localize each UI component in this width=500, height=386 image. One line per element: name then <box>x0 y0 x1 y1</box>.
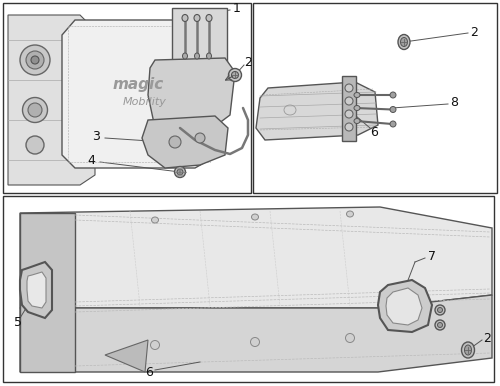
Ellipse shape <box>464 345 471 355</box>
Ellipse shape <box>435 320 445 330</box>
Ellipse shape <box>228 68 241 81</box>
Ellipse shape <box>346 211 354 217</box>
Bar <box>3 3 251 193</box>
Ellipse shape <box>354 93 360 98</box>
Ellipse shape <box>26 136 44 154</box>
Polygon shape <box>20 262 52 318</box>
Bar <box>172 8 227 68</box>
Ellipse shape <box>354 119 360 124</box>
Ellipse shape <box>250 337 260 347</box>
Ellipse shape <box>252 214 258 220</box>
Ellipse shape <box>182 53 188 59</box>
Polygon shape <box>256 82 378 140</box>
Bar <box>3 196 494 382</box>
Text: 3: 3 <box>92 130 100 144</box>
Text: 2: 2 <box>483 332 491 344</box>
Text: Mobility: Mobility <box>123 97 167 107</box>
Ellipse shape <box>20 45 50 75</box>
Text: magic: magic <box>112 78 164 93</box>
Ellipse shape <box>195 133 205 143</box>
Ellipse shape <box>345 123 353 131</box>
Polygon shape <box>378 280 432 332</box>
Ellipse shape <box>390 92 396 98</box>
Ellipse shape <box>206 15 212 22</box>
Polygon shape <box>20 207 492 308</box>
Ellipse shape <box>150 340 160 349</box>
Polygon shape <box>20 295 492 372</box>
Ellipse shape <box>462 342 474 358</box>
Ellipse shape <box>22 98 48 122</box>
Text: 6: 6 <box>370 125 378 139</box>
Text: 5: 5 <box>14 317 22 330</box>
Bar <box>342 76 356 141</box>
Polygon shape <box>20 213 75 372</box>
Text: 1: 1 <box>233 2 241 15</box>
Text: 6: 6 <box>145 366 153 379</box>
Ellipse shape <box>398 34 410 49</box>
Text: 4: 4 <box>87 154 95 168</box>
Polygon shape <box>148 58 235 140</box>
Ellipse shape <box>354 105 360 110</box>
Ellipse shape <box>182 15 188 22</box>
Polygon shape <box>142 116 228 168</box>
Ellipse shape <box>177 169 183 175</box>
Polygon shape <box>27 272 46 308</box>
Ellipse shape <box>390 121 396 127</box>
Text: 2: 2 <box>244 56 252 69</box>
Ellipse shape <box>28 103 42 117</box>
Ellipse shape <box>174 166 186 178</box>
Ellipse shape <box>345 84 353 92</box>
Polygon shape <box>105 340 148 372</box>
Polygon shape <box>62 20 218 168</box>
Ellipse shape <box>438 308 442 313</box>
Ellipse shape <box>206 53 212 59</box>
Ellipse shape <box>194 53 200 59</box>
Ellipse shape <box>169 136 181 148</box>
Bar <box>68 26 210 162</box>
Ellipse shape <box>438 322 442 327</box>
Ellipse shape <box>390 107 396 112</box>
Bar <box>253 3 497 193</box>
Ellipse shape <box>232 71 238 78</box>
Ellipse shape <box>346 334 354 342</box>
Text: 8: 8 <box>450 96 458 110</box>
Ellipse shape <box>26 51 44 69</box>
Polygon shape <box>8 15 95 185</box>
Ellipse shape <box>435 305 445 315</box>
Ellipse shape <box>345 110 353 118</box>
Ellipse shape <box>400 37 407 46</box>
Ellipse shape <box>31 56 39 64</box>
Ellipse shape <box>152 217 158 223</box>
Ellipse shape <box>194 15 200 22</box>
Polygon shape <box>386 288 422 325</box>
Ellipse shape <box>345 97 353 105</box>
Text: 7: 7 <box>428 249 436 262</box>
Text: 2: 2 <box>470 25 478 39</box>
